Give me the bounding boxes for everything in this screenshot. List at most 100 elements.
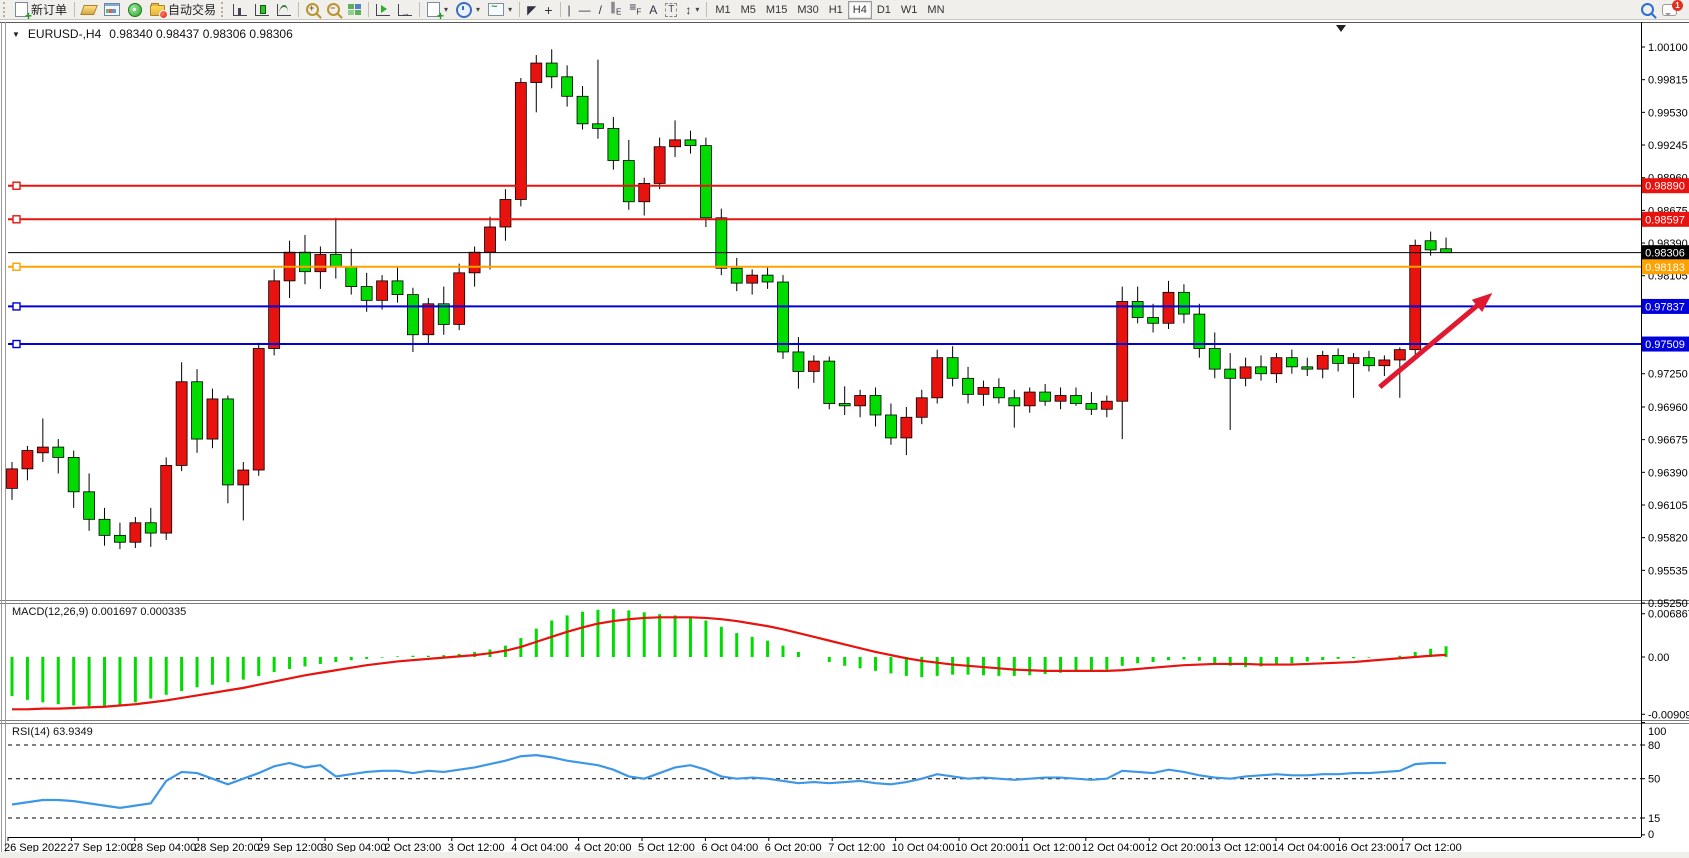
chart-shift-marker[interactable] <box>1336 25 1346 32</box>
profile-button[interactable] <box>78 1 100 19</box>
svg-text:80: 80 <box>1648 740 1660 752</box>
indicators-button[interactable]: ▾ <box>423 1 452 21</box>
toolbar-grip[interactable] <box>3 2 8 17</box>
vertical-line-button[interactable]: | <box>564 1 575 19</box>
text-label-icon: T <box>665 2 678 17</box>
svg-text:26 Sep 2022: 26 Sep 2022 <box>4 842 66 854</box>
indicators-icon <box>427 2 444 21</box>
trendline-button[interactable]: / <box>595 1 606 19</box>
autotrading-label: 自动交易 <box>168 3 217 17</box>
macd-panel[interactable]: 0.006867 0.00 -0.009094 <box>10 609 1689 722</box>
svg-text:0.95250: 0.95250 <box>1648 598 1688 610</box>
terminal-window-icon <box>104 3 121 16</box>
toolbar-grip[interactable] <box>221 2 226 17</box>
zoom-out-icon: − <box>327 3 341 16</box>
bar-chart-button[interactable] <box>229 1 251 19</box>
autotrading-folder-icon <box>150 3 169 19</box>
fibonacci-button[interactable]: ≡F <box>625 0 645 19</box>
bar-chart-icon <box>233 3 248 16</box>
svg-text:12 Oct 04:00: 12 Oct 04:00 <box>1082 842 1145 854</box>
text-icon: A <box>649 2 658 17</box>
price-line-label: 0.98890 <box>1642 178 1689 194</box>
horizontal-line-icon: — <box>578 2 591 17</box>
trend-arrow[interactable] <box>1378 293 1493 389</box>
zoom-in-button[interactable]: + <box>302 1 323 19</box>
channel-button[interactable]: ∥E <box>606 0 625 19</box>
templates-button[interactable]: ▾ <box>484 1 516 19</box>
svg-text:30 Sep 04:00: 30 Sep 04:00 <box>321 842 386 854</box>
separator <box>706 2 708 17</box>
separator <box>559 2 561 17</box>
price-axis[interactable]: 1.001000.998150.995300.992450.989600.986… <box>1641 22 1689 837</box>
svg-text:16 Oct 23:00: 16 Oct 23:00 <box>1335 842 1398 854</box>
tile-windows-button[interactable] <box>344 1 365 19</box>
timeframe-m1[interactable]: M1 <box>710 1 735 19</box>
line-chart-icon <box>277 3 292 16</box>
chevron-down-icon: ▾ <box>695 5 700 14</box>
template-icon <box>488 1 505 16</box>
svg-text:4 Oct 04:00: 4 Oct 04:00 <box>511 842 568 854</box>
price-line-label: 0.98597 <box>1642 211 1689 227</box>
timeframe-d1[interactable]: D1 <box>872 1 896 19</box>
svg-text:29 Sep 12:00: 29 Sep 12:00 <box>258 842 323 854</box>
timeframe-h4[interactable]: H4 <box>847 0 872 19</box>
notifications-button[interactable]: 1 <box>1658 0 1683 19</box>
chart-symbol-title: EURUSD-,H4 <box>27 27 102 41</box>
bottom-strip <box>0 852 1689 858</box>
crosshair-button[interactable]: + <box>540 1 556 19</box>
rsi-indicator-label: RSI(14) 63.9349 <box>12 726 93 738</box>
chat-bubble-icon: 1 <box>1662 0 1683 16</box>
svg-text:0.99815: 0.99815 <box>1648 75 1688 87</box>
auto-scroll-button[interactable] <box>372 1 394 19</box>
rsi-panel[interactable]: 100 80 50 15 0 <box>8 722 1666 841</box>
fibonacci-icon: ≡F <box>629 0 642 17</box>
timeframe-m15[interactable]: M15 <box>761 1 792 19</box>
svg-text:27 Sep 12:00: 27 Sep 12:00 <box>67 842 132 854</box>
svg-text:0.006867: 0.006867 <box>1648 609 1689 621</box>
pivot-line[interactable] <box>8 262 1641 271</box>
svg-text:5 Oct 12:00: 5 Oct 12:00 <box>638 842 695 854</box>
autotrading-button[interactable]: 自动交易 <box>146 1 220 19</box>
svg-text:100: 100 <box>1648 726 1666 738</box>
svg-text:10 Oct 04:00: 10 Oct 04:00 <box>892 842 955 854</box>
horizontal-line-button[interactable]: — <box>575 1 595 19</box>
resistance-line-1[interactable] <box>8 181 1641 190</box>
svg-text:17 Oct 12:00: 17 Oct 12:00 <box>1399 842 1462 854</box>
search-button[interactable] <box>1637 1 1658 19</box>
support-line-1[interactable] <box>8 302 1641 311</box>
cursor-button[interactable]: ◤ <box>523 1 540 19</box>
candlestick-chart-button[interactable] <box>251 1 273 19</box>
zoom-out-button[interactable]: − <box>323 1 344 19</box>
new-order-button[interactable]: 新订单 <box>11 1 71 21</box>
macd-indicator-label: MACD(12,26,9) 0.001697 0.000335 <box>12 606 187 618</box>
periods-button[interactable]: ▾ <box>452 1 484 19</box>
arrows-button[interactable]: ↕ ▾ <box>681 1 703 19</box>
text-label-button[interactable]: T <box>661 1 681 19</box>
timeframe-m30[interactable]: M30 <box>792 1 823 19</box>
svg-text:1.00100: 1.00100 <box>1648 42 1688 54</box>
timeframe-h1[interactable]: H1 <box>824 1 848 19</box>
terminal-button[interactable] <box>100 1 124 19</box>
svg-text:50: 50 <box>1648 774 1660 786</box>
chart-shift-button[interactable] <box>394 1 416 19</box>
svg-text:0: 0 <box>1648 829 1654 841</box>
svg-text:15: 15 <box>1648 813 1660 825</box>
candles <box>6 49 1452 550</box>
strategy-tester-button[interactable] <box>124 1 146 19</box>
line-chart-button[interactable] <box>273 1 295 19</box>
support-line-2[interactable] <box>8 339 1641 349</box>
svg-text:0.96960: 0.96960 <box>1648 402 1688 414</box>
timeframe-w1[interactable]: W1 <box>896 1 923 19</box>
timeframe-m5[interactable]: M5 <box>736 1 761 19</box>
chart-dropdown-icon[interactable]: ▼ <box>12 29 20 39</box>
new-order-icon <box>15 2 32 21</box>
text-button[interactable]: A <box>645 1 661 19</box>
resistance-line-2[interactable] <box>8 215 1641 224</box>
signal-icon <box>128 2 143 17</box>
svg-text:0.98183: 0.98183 <box>1645 262 1685 274</box>
timeframe-mn[interactable]: MN <box>922 1 949 19</box>
price-line-label: 0.98183 <box>1642 259 1689 275</box>
chevron-down-icon: ▾ <box>508 5 513 14</box>
